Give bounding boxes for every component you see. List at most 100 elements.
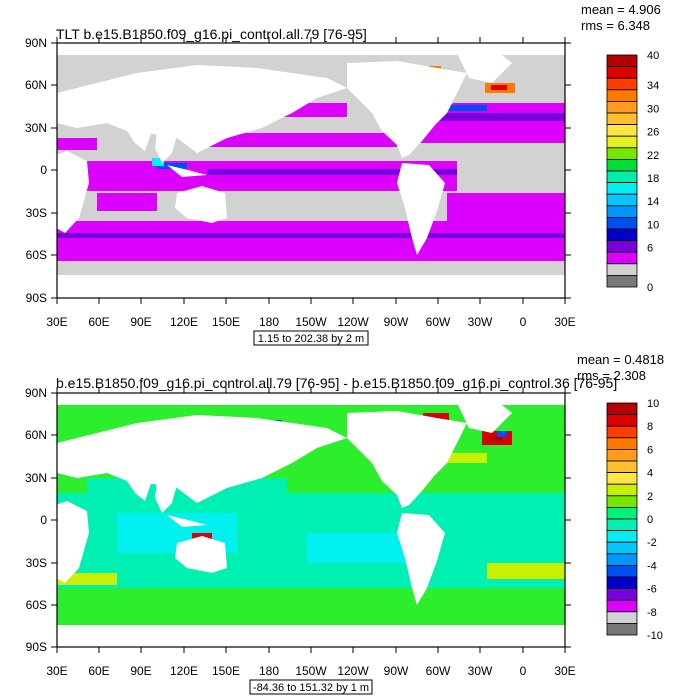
lat-label: 90S <box>26 640 47 654</box>
colorbar-label: 0 <box>647 514 653 526</box>
colorbar-swatch <box>606 448 638 462</box>
lon-label: 30W <box>468 315 493 329</box>
colorbar-swatch <box>606 274 638 288</box>
colorbar-swatch <box>606 506 638 520</box>
colorbar-swatch <box>606 135 638 149</box>
panel-1-rms: rms = 6.348 <box>581 18 650 33</box>
colorbar-label: 18 <box>647 173 659 185</box>
colorbar-label: 30 <box>647 103 659 115</box>
red-hotspots <box>491 85 507 90</box>
colorbar-swatch <box>606 54 638 68</box>
colorbar-swatch <box>606 89 638 102</box>
colorbar-label: 40 <box>647 50 659 62</box>
colorbar-label: -8 <box>647 607 657 619</box>
lon-label: 60W <box>426 315 451 329</box>
colorbar-label: 26 <box>647 127 659 139</box>
lat-label: 90S <box>26 291 47 305</box>
colorbar-swatch <box>606 251 638 265</box>
panel-1-colorbar: 40 34 30 26 22 18 14 10 6 0 <box>606 50 659 294</box>
panel-2-lat-labels: 90N 60N 30N 0 30S 60S 90S <box>25 386 47 654</box>
panel-1-ticks <box>51 37 571 304</box>
colorbar-label: 22 <box>647 150 659 162</box>
purple-bands <box>57 113 565 238</box>
lon-label: 120W <box>337 664 369 678</box>
colorbar-label: 34 <box>647 80 659 92</box>
colorbar-swatch <box>606 66 638 79</box>
panel-2-ticks <box>51 387 571 653</box>
colorbar-label: 2 <box>647 491 653 503</box>
lat-label: 90N <box>25 386 47 400</box>
lat-label: 60S <box>26 598 47 612</box>
lon-label: 150W <box>295 315 327 329</box>
colorbar-swatch <box>606 623 638 636</box>
colorbar-label: 0 <box>647 282 653 294</box>
panel-2-rms: rms = 2.308 <box>577 368 646 383</box>
colorbar-swatch <box>606 495 638 508</box>
colorbar-swatch <box>606 483 638 497</box>
colorbar-swatch <box>606 518 638 532</box>
colorbar-swatch <box>606 263 638 276</box>
panel-1-range-label: 1.15 to 202.38 by 2 m <box>258 333 364 345</box>
lon-label: 180 <box>259 315 279 329</box>
colorbar-label: 6 <box>647 444 653 456</box>
colorbar-swatch <box>606 599 638 613</box>
colorbar-label: 8 <box>647 421 653 433</box>
lon-label: 30E <box>554 315 575 329</box>
lon-label: 150W <box>295 664 327 678</box>
lat-label: 60N <box>25 78 47 92</box>
colorbar-swatch <box>606 205 638 218</box>
lon-label: 60E <box>88 664 109 678</box>
panel-1-lat-labels: 90N 60N 30N 0 30S 60S 90S <box>25 36 47 305</box>
colorbar-swatch <box>606 216 638 230</box>
lon-label: 120W <box>337 315 369 329</box>
colorbar-swatch <box>606 147 638 160</box>
panel-2-range-box <box>249 679 373 695</box>
lat-label: 0 <box>40 163 47 177</box>
lat-label: 0 <box>40 513 47 527</box>
panel-2-title: b.e15.B1850.f09_g16.pi_control.all.79 [7… <box>56 375 617 391</box>
panel-2-lon-labels: 30E 60E 90E 120E 150E 180 150W 120W 90W … <box>46 664 575 678</box>
lon-label: 90E <box>130 664 151 678</box>
lat-label: 30N <box>25 121 47 135</box>
blue-patches <box>157 105 487 169</box>
lon-label: 90E <box>130 315 151 329</box>
lon-label: 30W <box>468 664 493 678</box>
colorbar-swatch <box>606 530 638 543</box>
colorbar-swatch <box>606 193 638 207</box>
colorbar-label: -4 <box>647 560 657 572</box>
colorbar-label: 4 <box>647 468 653 480</box>
colorbar-swatch <box>606 460 638 474</box>
colorbar-swatch <box>606 553 638 566</box>
colorbar-label: -6 <box>647 584 657 596</box>
panel-1: TLT b.e15.B1850.f09_g16.pi_control.all.7… <box>25 2 661 346</box>
colorbar-swatch <box>606 77 638 91</box>
lat-label: 30S <box>26 206 47 220</box>
colorbar-swatch <box>606 472 638 485</box>
panel-1-title: TLT b.e15.B1850.f09_g16.pi_control.all.7… <box>56 26 367 42</box>
colorbar-swatch <box>606 611 638 624</box>
colorbar-label: 10 <box>647 219 659 231</box>
colorbar-label: -2 <box>647 537 657 549</box>
lat-label: 60N <box>25 428 47 442</box>
lon-label: 150E <box>212 315 240 329</box>
colorbar-swatch <box>606 541 638 555</box>
colorbar-swatch <box>606 565 638 578</box>
lat-label: 30S <box>26 556 47 570</box>
panel-2-range-label: -84.36 to 151.32 by 1 m <box>253 682 369 694</box>
yellow-green-patches <box>57 453 565 585</box>
lon-label: 0 <box>520 315 527 329</box>
panel-1-map <box>57 43 565 298</box>
colorbar-swatch <box>606 182 638 195</box>
colorbar-swatch <box>606 414 638 427</box>
panel-2-mean: mean = 0.4818 <box>577 352 664 367</box>
colorbar-swatch <box>606 112 638 126</box>
colorbar-swatch <box>606 228 638 242</box>
colorbar-swatch <box>606 124 638 137</box>
lon-label: 150E <box>212 664 240 678</box>
colorbar-swatch <box>606 170 638 184</box>
lon-label: 90W <box>384 664 409 678</box>
colorbar-swatch <box>606 402 638 416</box>
panel-2: b.e15.B1850.f09_g16.pi_control.all.79 [7… <box>25 352 664 695</box>
lon-label: 120E <box>170 664 198 678</box>
